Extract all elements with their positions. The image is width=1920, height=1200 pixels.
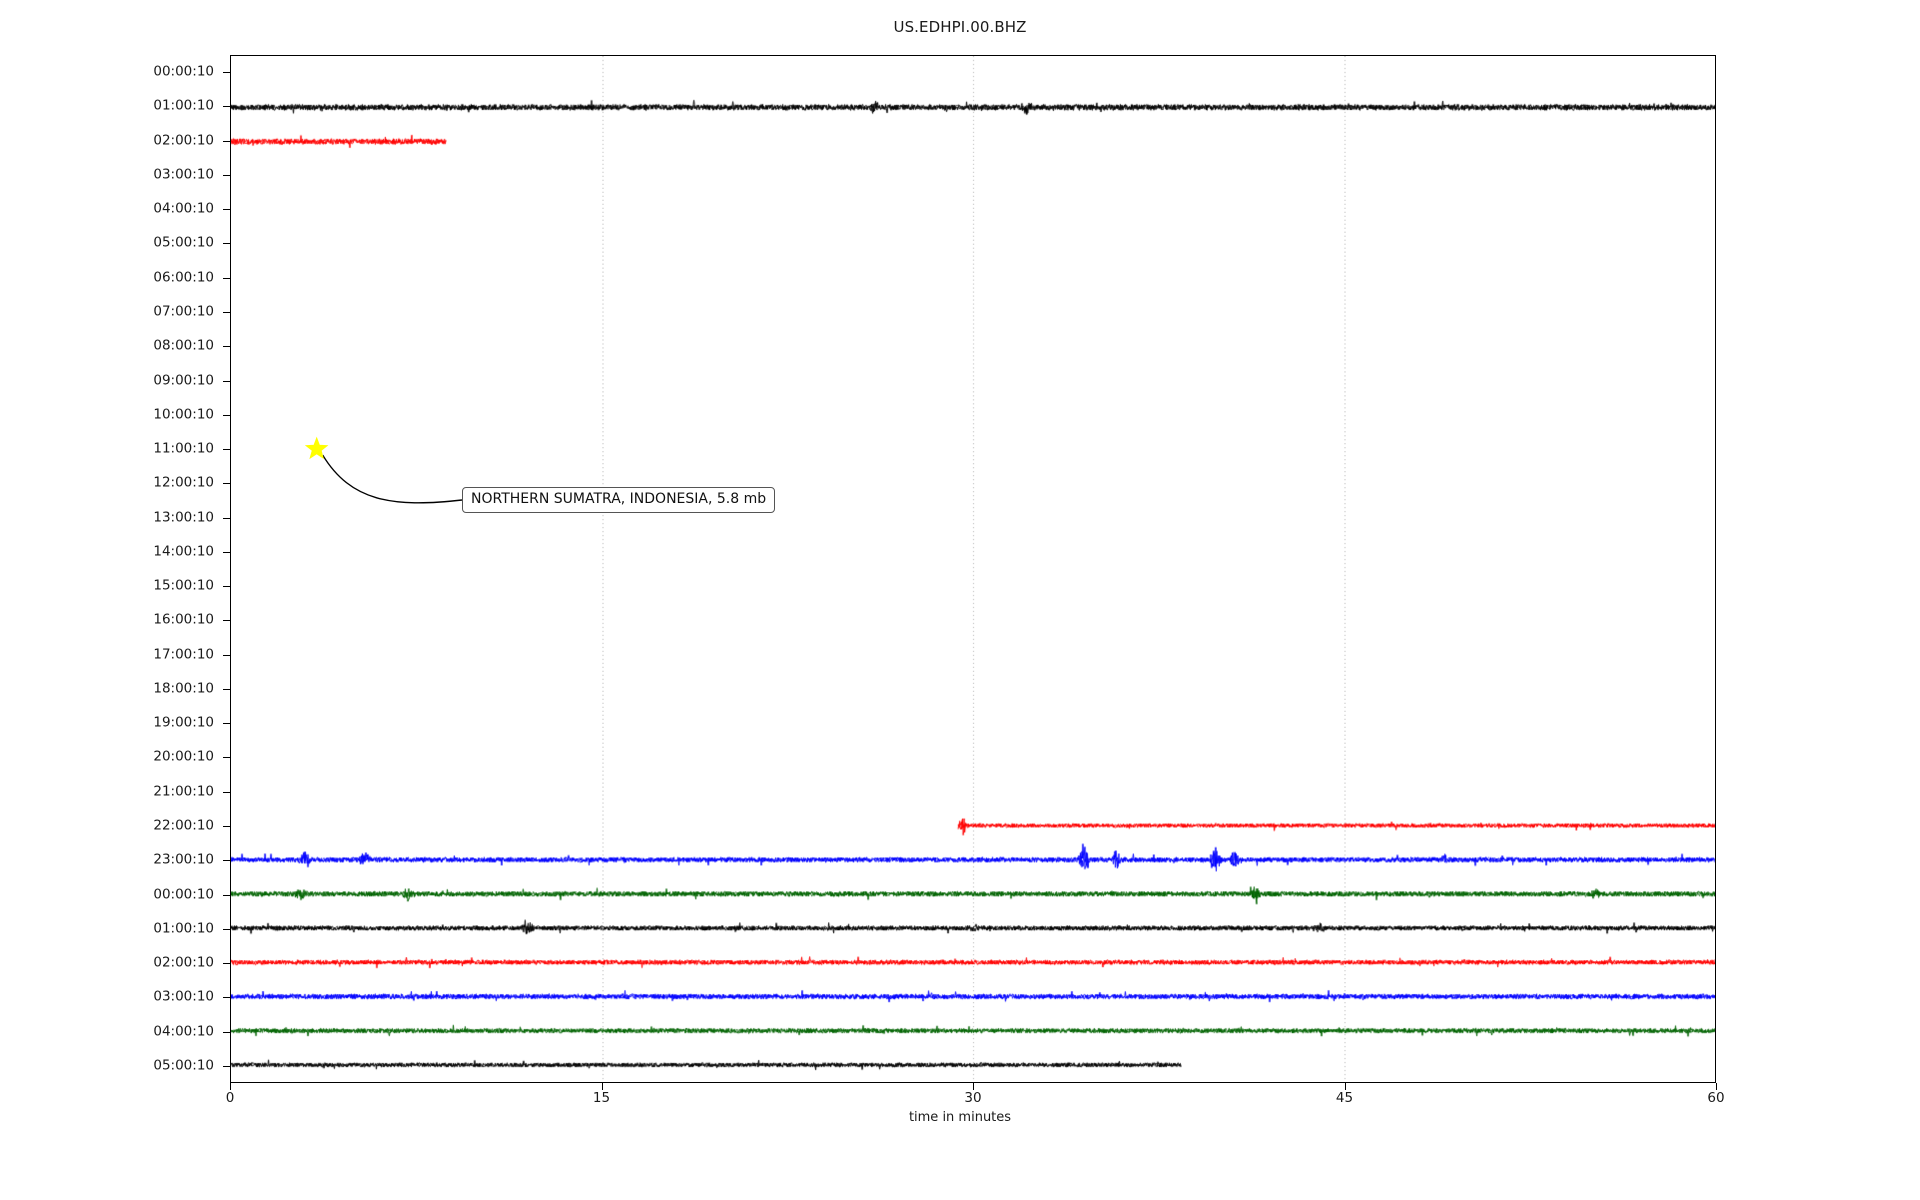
y-axis-tick-mark	[223, 552, 231, 553]
y-axis-tick-label: 03:00:10	[153, 988, 214, 1005]
y-axis-tick-mark	[223, 655, 231, 656]
y-axis-tick-label: 15:00:10	[153, 577, 214, 594]
y-axis-tick-mark	[223, 312, 231, 313]
y-axis-tick-label: 08:00:10	[153, 337, 214, 354]
y-axis-tick-mark	[223, 929, 231, 930]
y-axis-tick-mark	[223, 586, 231, 587]
y-axis-tick-mark	[223, 346, 231, 347]
y-axis-tick-label: 16:00:10	[153, 611, 214, 628]
y-axis-tick-label: 10:00:10	[153, 406, 214, 423]
y-axis-tick-label: 13:00:10	[153, 508, 214, 525]
y-axis-tick-label: 09:00:10	[153, 371, 214, 388]
y-axis-tick-label: 07:00:10	[153, 303, 214, 320]
y-axis-tick-mark	[223, 895, 231, 896]
y-axis-tick-mark	[223, 723, 231, 724]
y-axis-tick-mark	[223, 243, 231, 244]
y-axis-tick-label: 01:00:10	[153, 97, 214, 114]
y-axis-tick-mark	[223, 415, 231, 416]
y-axis-tick-mark	[223, 209, 231, 210]
y-axis-tick-label: 12:00:10	[153, 474, 214, 491]
y-axis-tick-mark	[223, 72, 231, 73]
y-axis-tick-mark	[223, 449, 231, 450]
y-axis-tick-mark	[223, 997, 231, 998]
y-axis-tick-label: 02:00:10	[153, 131, 214, 148]
x-axis-tick-label: 30	[964, 1090, 982, 1106]
y-axis-tick-mark	[223, 381, 231, 382]
y-axis-tick-mark	[223, 826, 231, 827]
y-axis-tick-mark	[223, 175, 231, 176]
x-axis-tick-label: 15	[592, 1090, 611, 1106]
y-axis-tick-label: 14:00:10	[153, 543, 214, 560]
y-axis-tick-label: 00:00:10	[153, 63, 214, 80]
y-axis-tick-mark	[223, 106, 231, 107]
y-axis-tick-label: 21:00:10	[153, 782, 214, 799]
x-axis-tick-mark	[230, 1083, 231, 1090]
y-axis-tick-mark	[223, 620, 231, 621]
page-title: US.EDHPI.00.BHZ	[893, 18, 1027, 36]
y-axis-tick-label: 17:00:10	[153, 645, 214, 662]
y-axis-tick-mark	[223, 1032, 231, 1033]
y-axis-tick-mark	[223, 689, 231, 690]
y-axis-tick-mark	[223, 860, 231, 861]
x-axis-tick-label: 0	[225, 1090, 235, 1106]
plot-area[interactable]	[230, 55, 1716, 1083]
y-axis-tick-label: 11:00:10	[153, 440, 214, 457]
y-axis-tick-mark	[223, 792, 231, 793]
y-axis-tick-label: 05:00:10	[153, 234, 214, 251]
y-axis-tick-label: 01:00:10	[153, 920, 214, 937]
y-axis-tick-label: 04:00:10	[153, 200, 214, 217]
x-axis-tick-mark	[1345, 1083, 1346, 1090]
x-axis-title: time in minutes	[908, 1110, 1012, 1125]
y-axis-tick-label: 23:00:10	[153, 851, 214, 868]
y-axis-tick-label: 19:00:10	[153, 714, 214, 731]
y-axis-tick-label: 03:00:10	[153, 166, 214, 183]
y-axis-tick-label: 22:00:10	[153, 817, 214, 834]
event-annotation-label[interactable]: NORTHERN SUMATRA, INDONESIA, 5.8 mb	[462, 487, 776, 514]
y-axis-tick-label: 04:00:10	[153, 1022, 214, 1039]
y-axis-tick-label: 05:00:10	[153, 1057, 214, 1074]
y-axis-tick-label: 06:00:10	[153, 268, 214, 285]
x-axis-tick-mark	[973, 1083, 974, 1090]
x-axis-tick-mark	[1716, 1083, 1717, 1090]
y-axis-tick-mark	[223, 757, 231, 758]
y-axis-tick-mark	[223, 278, 231, 279]
y-axis-tick-label: 00:00:10	[153, 885, 214, 902]
y-axis-tick-mark	[223, 518, 231, 519]
y-axis-tick-mark	[223, 141, 231, 142]
y-axis-tick-mark	[223, 483, 231, 484]
y-axis-tick-label: 20:00:10	[153, 748, 214, 765]
y-axis-tick-mark	[223, 1066, 231, 1067]
y-axis-tick-label: 18:00:10	[153, 680, 214, 697]
x-axis-tick-label: 60	[1707, 1090, 1725, 1106]
x-axis-tick-label: 45	[1335, 1090, 1354, 1106]
x-axis-tick-mark	[602, 1083, 603, 1090]
y-axis-tick-label: 02:00:10	[153, 954, 214, 971]
seismic-trace-canvas	[231, 56, 1715, 1082]
y-axis-tick-mark	[223, 963, 231, 964]
